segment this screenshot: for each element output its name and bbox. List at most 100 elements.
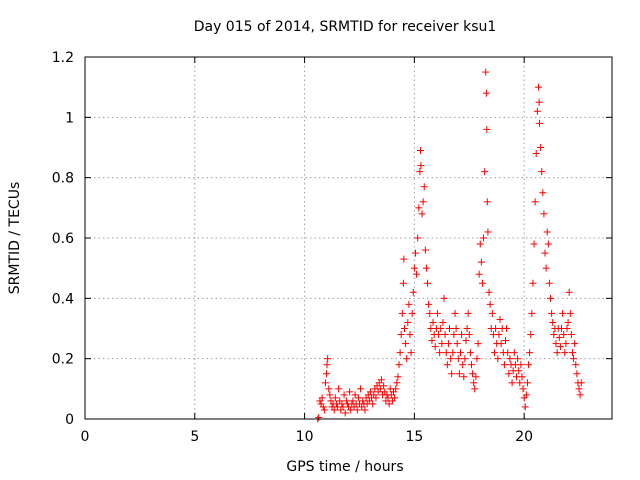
data-point bbox=[559, 309, 567, 317]
grid-lines bbox=[85, 57, 612, 419]
y-tick-label: 1.2 bbox=[52, 50, 74, 66]
data-point bbox=[409, 288, 417, 296]
data-point bbox=[441, 331, 449, 339]
data-point bbox=[500, 361, 508, 369]
data-point bbox=[429, 318, 437, 326]
data-point bbox=[564, 318, 572, 326]
data-point bbox=[497, 340, 505, 348]
x-axis-label: GPS time / hours bbox=[286, 459, 403, 475]
data-point bbox=[560, 331, 568, 339]
data-point bbox=[484, 228, 492, 236]
data-point bbox=[521, 403, 529, 411]
data-point bbox=[449, 349, 457, 357]
data-point bbox=[477, 258, 485, 266]
data-point bbox=[571, 340, 579, 348]
data-point bbox=[418, 210, 426, 218]
data-point bbox=[323, 370, 331, 378]
data-point bbox=[325, 385, 333, 393]
data-point bbox=[540, 210, 548, 218]
data-point bbox=[486, 300, 494, 308]
data-point bbox=[469, 370, 477, 378]
data-point bbox=[324, 355, 332, 363]
data-point bbox=[533, 107, 541, 115]
data-point bbox=[473, 355, 481, 363]
data-point bbox=[326, 391, 334, 399]
data-point bbox=[568, 349, 576, 357]
data-point bbox=[515, 367, 523, 375]
data-point bbox=[357, 385, 365, 393]
data-point bbox=[405, 300, 413, 308]
data-point bbox=[517, 361, 525, 369]
data-point bbox=[436, 349, 444, 357]
data-point bbox=[553, 349, 561, 357]
data-point bbox=[528, 309, 536, 317]
data-point bbox=[437, 325, 445, 332]
data-point bbox=[466, 349, 474, 357]
data-point bbox=[406, 331, 414, 339]
data-point bbox=[496, 315, 504, 323]
data-point bbox=[353, 406, 361, 414]
data-point bbox=[403, 355, 411, 363]
data-point bbox=[472, 373, 480, 381]
data-point bbox=[538, 168, 546, 176]
data-point bbox=[372, 394, 380, 402]
data-point bbox=[529, 279, 537, 287]
data-point bbox=[544, 240, 552, 248]
data-point bbox=[384, 394, 392, 402]
data-point bbox=[369, 400, 377, 408]
data-point bbox=[535, 98, 543, 106]
data-point bbox=[494, 355, 502, 363]
data-point bbox=[399, 279, 407, 287]
data-point bbox=[341, 409, 349, 417]
data-point bbox=[421, 246, 429, 254]
data-point bbox=[508, 379, 516, 387]
tick-labels: 0 0.2 0.4 0.6 0.8 1 1.2 0 5 10 15 20 bbox=[52, 50, 533, 445]
y-tick-label: 0.2 bbox=[52, 352, 74, 368]
data-point bbox=[566, 309, 574, 317]
data-point bbox=[465, 331, 473, 339]
data-point bbox=[452, 325, 460, 332]
data-point bbox=[438, 340, 446, 348]
data-point bbox=[433, 309, 441, 317]
data-point bbox=[549, 318, 557, 326]
data-point bbox=[576, 391, 584, 399]
y-axis-label: SRMTID / TECUs bbox=[7, 182, 23, 295]
x-tick-label: 0 bbox=[81, 429, 90, 445]
data-point bbox=[377, 376, 385, 384]
data-points bbox=[314, 68, 585, 423]
data-point bbox=[548, 309, 556, 317]
data-point bbox=[542, 264, 550, 272]
data-point bbox=[315, 413, 323, 421]
data-point bbox=[425, 300, 433, 308]
data-point bbox=[492, 325, 500, 332]
data-point bbox=[505, 370, 513, 378]
data-point bbox=[531, 198, 539, 206]
axis-ticks bbox=[84, 56, 612, 420]
data-point bbox=[395, 361, 403, 369]
data-point bbox=[545, 279, 553, 287]
data-point bbox=[428, 337, 436, 345]
data-point bbox=[547, 294, 555, 302]
data-point bbox=[470, 379, 478, 387]
data-point bbox=[397, 331, 405, 339]
data-point bbox=[411, 249, 419, 257]
data-point bbox=[415, 204, 423, 212]
data-point bbox=[506, 355, 514, 363]
data-point bbox=[404, 318, 412, 326]
data-point bbox=[577, 379, 585, 387]
x-tick-label: 20 bbox=[515, 429, 533, 445]
data-point bbox=[539, 189, 547, 197]
data-point bbox=[482, 68, 490, 76]
data-point bbox=[458, 331, 466, 339]
data-point bbox=[330, 406, 338, 414]
data-point bbox=[556, 343, 564, 351]
y-tick-label: 0.6 bbox=[52, 231, 74, 247]
data-point bbox=[532, 150, 540, 158]
data-point bbox=[467, 361, 475, 369]
data-point bbox=[323, 361, 331, 369]
data-point bbox=[319, 403, 327, 411]
data-point bbox=[417, 147, 425, 155]
y-tick-label: 0.8 bbox=[52, 171, 74, 187]
data-point bbox=[481, 168, 489, 176]
